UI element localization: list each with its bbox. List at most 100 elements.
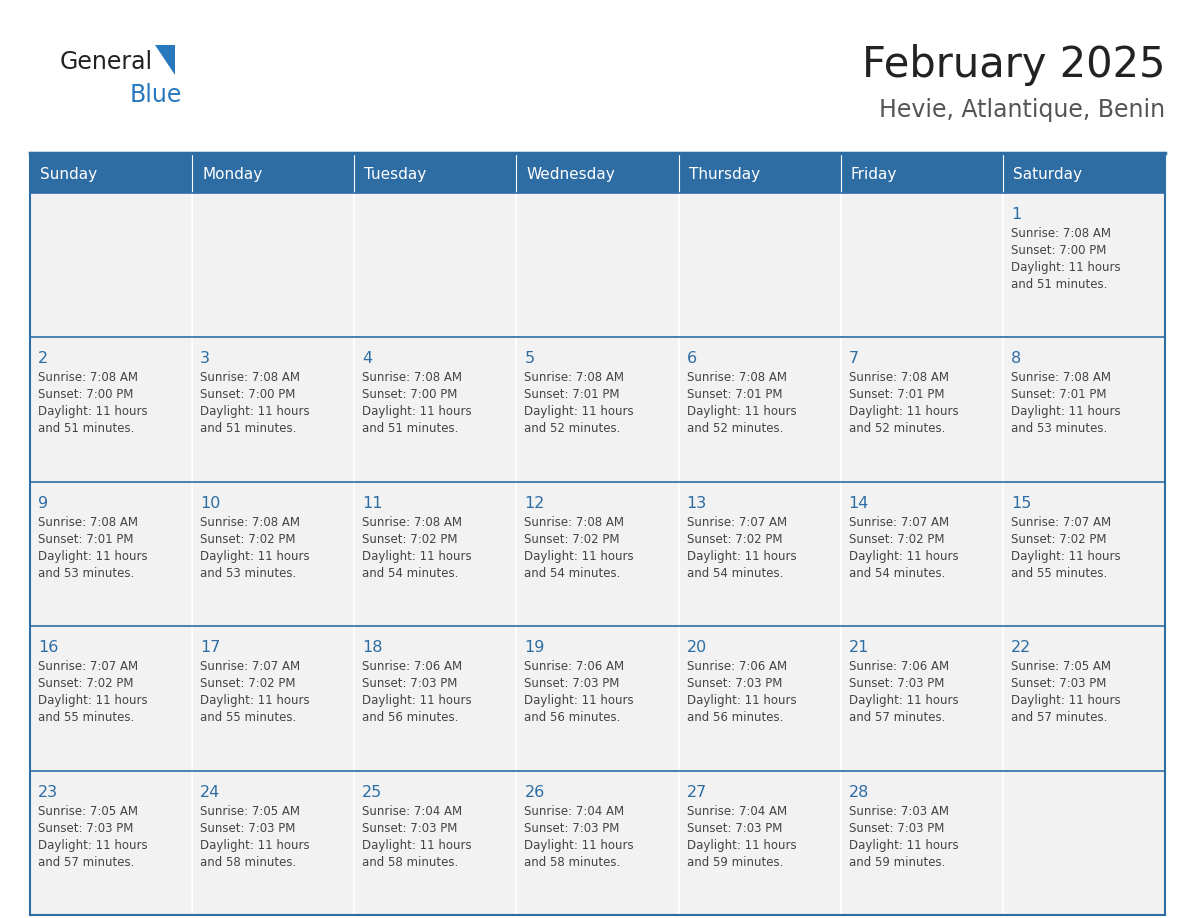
Text: Daylight: 11 hours: Daylight: 11 hours (200, 839, 310, 852)
Text: Daylight: 11 hours: Daylight: 11 hours (848, 694, 959, 707)
Text: Daylight: 11 hours: Daylight: 11 hours (200, 406, 310, 419)
Text: Sunrise: 7:08 AM: Sunrise: 7:08 AM (200, 516, 301, 529)
Text: and 54 minutes.: and 54 minutes. (687, 566, 783, 580)
Text: 6: 6 (687, 352, 696, 366)
Bar (354, 155, 517, 193)
Text: Daylight: 11 hours: Daylight: 11 hours (38, 406, 147, 419)
Text: Sunset: 7:03 PM: Sunset: 7:03 PM (687, 822, 782, 834)
Text: Sunrise: 7:04 AM: Sunrise: 7:04 AM (524, 804, 625, 818)
Text: Sunset: 7:02 PM: Sunset: 7:02 PM (200, 532, 296, 546)
Bar (841, 627, 1003, 770)
Text: Sunset: 7:03 PM: Sunset: 7:03 PM (38, 822, 133, 834)
Text: Sunset: 7:01 PM: Sunset: 7:01 PM (38, 532, 133, 546)
Text: Daylight: 11 hours: Daylight: 11 hours (1011, 550, 1120, 563)
Text: and 52 minutes.: and 52 minutes. (848, 422, 946, 435)
Text: Sunrise: 7:08 AM: Sunrise: 7:08 AM (848, 372, 949, 385)
Text: Sunset: 7:03 PM: Sunset: 7:03 PM (848, 822, 944, 834)
Text: General: General (61, 50, 153, 74)
Text: 23: 23 (38, 785, 58, 800)
Text: and 57 minutes.: and 57 minutes. (848, 711, 946, 724)
Text: 1: 1 (1011, 207, 1022, 222)
Text: and 57 minutes.: and 57 minutes. (1011, 711, 1107, 724)
Text: Wednesday: Wednesday (526, 166, 615, 182)
Text: and 59 minutes.: and 59 minutes. (848, 856, 946, 868)
Text: Sunrise: 7:06 AM: Sunrise: 7:06 AM (524, 660, 625, 673)
Text: Daylight: 11 hours: Daylight: 11 hours (362, 550, 472, 563)
Bar (355, 627, 516, 770)
Text: Sunset: 7:03 PM: Sunset: 7:03 PM (362, 822, 457, 834)
Text: 26: 26 (524, 785, 544, 800)
Bar (680, 338, 840, 481)
Bar (680, 482, 840, 626)
Text: Sunrise: 7:06 AM: Sunrise: 7:06 AM (362, 660, 462, 673)
Text: 10: 10 (200, 496, 221, 510)
Text: Sunrise: 7:07 AM: Sunrise: 7:07 AM (200, 660, 301, 673)
Polygon shape (154, 45, 175, 75)
Bar (841, 155, 1003, 193)
Text: Sunset: 7:02 PM: Sunset: 7:02 PM (362, 532, 457, 546)
Text: 9: 9 (38, 496, 49, 510)
Text: Sunset: 7:03 PM: Sunset: 7:03 PM (687, 677, 782, 690)
Text: 19: 19 (524, 640, 545, 655)
Text: 25: 25 (362, 785, 383, 800)
Bar (30, 155, 192, 193)
Text: Sunset: 7:02 PM: Sunset: 7:02 PM (38, 677, 133, 690)
Text: and 56 minutes.: and 56 minutes. (524, 711, 621, 724)
Bar (192, 482, 354, 626)
Text: 11: 11 (362, 496, 383, 510)
Bar (841, 482, 1003, 626)
Text: Daylight: 11 hours: Daylight: 11 hours (362, 694, 472, 707)
Text: Sunrise: 7:08 AM: Sunrise: 7:08 AM (687, 372, 786, 385)
Text: Sunrise: 7:04 AM: Sunrise: 7:04 AM (687, 804, 786, 818)
Bar (517, 482, 678, 626)
Text: and 55 minutes.: and 55 minutes. (1011, 566, 1107, 580)
Text: and 51 minutes.: and 51 minutes. (200, 422, 297, 435)
Text: Sunrise: 7:08 AM: Sunrise: 7:08 AM (1011, 227, 1111, 240)
Bar (355, 482, 516, 626)
Text: Daylight: 11 hours: Daylight: 11 hours (1011, 406, 1120, 419)
Text: and 55 minutes.: and 55 minutes. (200, 711, 296, 724)
Bar (517, 627, 678, 770)
Text: Daylight: 11 hours: Daylight: 11 hours (848, 839, 959, 852)
Text: and 51 minutes.: and 51 minutes. (362, 422, 459, 435)
Text: Daylight: 11 hours: Daylight: 11 hours (848, 550, 959, 563)
Bar (680, 771, 840, 914)
Text: Sunrise: 7:05 AM: Sunrise: 7:05 AM (200, 804, 301, 818)
Text: and 56 minutes.: and 56 minutes. (687, 711, 783, 724)
Text: Sunset: 7:02 PM: Sunset: 7:02 PM (687, 532, 782, 546)
Text: Daylight: 11 hours: Daylight: 11 hours (38, 839, 147, 852)
Text: Daylight: 11 hours: Daylight: 11 hours (687, 694, 796, 707)
Text: Sunset: 7:01 PM: Sunset: 7:01 PM (1011, 388, 1106, 401)
Bar (31, 482, 191, 626)
Text: Daylight: 11 hours: Daylight: 11 hours (200, 550, 310, 563)
Bar (841, 194, 1003, 337)
Text: Sunrise: 7:05 AM: Sunrise: 7:05 AM (38, 804, 138, 818)
Text: 16: 16 (38, 640, 58, 655)
Text: Sunset: 7:00 PM: Sunset: 7:00 PM (362, 388, 457, 401)
Bar (1004, 482, 1164, 626)
Text: Sunset: 7:02 PM: Sunset: 7:02 PM (524, 532, 620, 546)
Bar (1004, 338, 1164, 481)
Text: and 52 minutes.: and 52 minutes. (687, 422, 783, 435)
Text: Sunrise: 7:07 AM: Sunrise: 7:07 AM (1011, 516, 1111, 529)
Text: Tuesday: Tuesday (365, 166, 426, 182)
Bar (517, 338, 678, 481)
Bar (192, 194, 354, 337)
Text: Daylight: 11 hours: Daylight: 11 hours (687, 550, 796, 563)
Text: Daylight: 11 hours: Daylight: 11 hours (687, 406, 796, 419)
Text: Sunset: 7:02 PM: Sunset: 7:02 PM (200, 677, 296, 690)
Text: 22: 22 (1011, 640, 1031, 655)
Text: Sunrise: 7:08 AM: Sunrise: 7:08 AM (524, 372, 625, 385)
Bar (680, 194, 840, 337)
Text: and 51 minutes.: and 51 minutes. (1011, 278, 1107, 291)
Text: Daylight: 11 hours: Daylight: 11 hours (362, 406, 472, 419)
Bar (1004, 627, 1164, 770)
Text: and 51 minutes.: and 51 minutes. (38, 422, 134, 435)
Bar (1003, 155, 1165, 193)
Text: Daylight: 11 hours: Daylight: 11 hours (38, 694, 147, 707)
Text: Thursday: Thursday (689, 166, 759, 182)
Text: February 2025: February 2025 (861, 44, 1165, 86)
Text: Sunrise: 7:08 AM: Sunrise: 7:08 AM (362, 516, 462, 529)
Bar (192, 771, 354, 914)
Text: Daylight: 11 hours: Daylight: 11 hours (1011, 261, 1120, 274)
